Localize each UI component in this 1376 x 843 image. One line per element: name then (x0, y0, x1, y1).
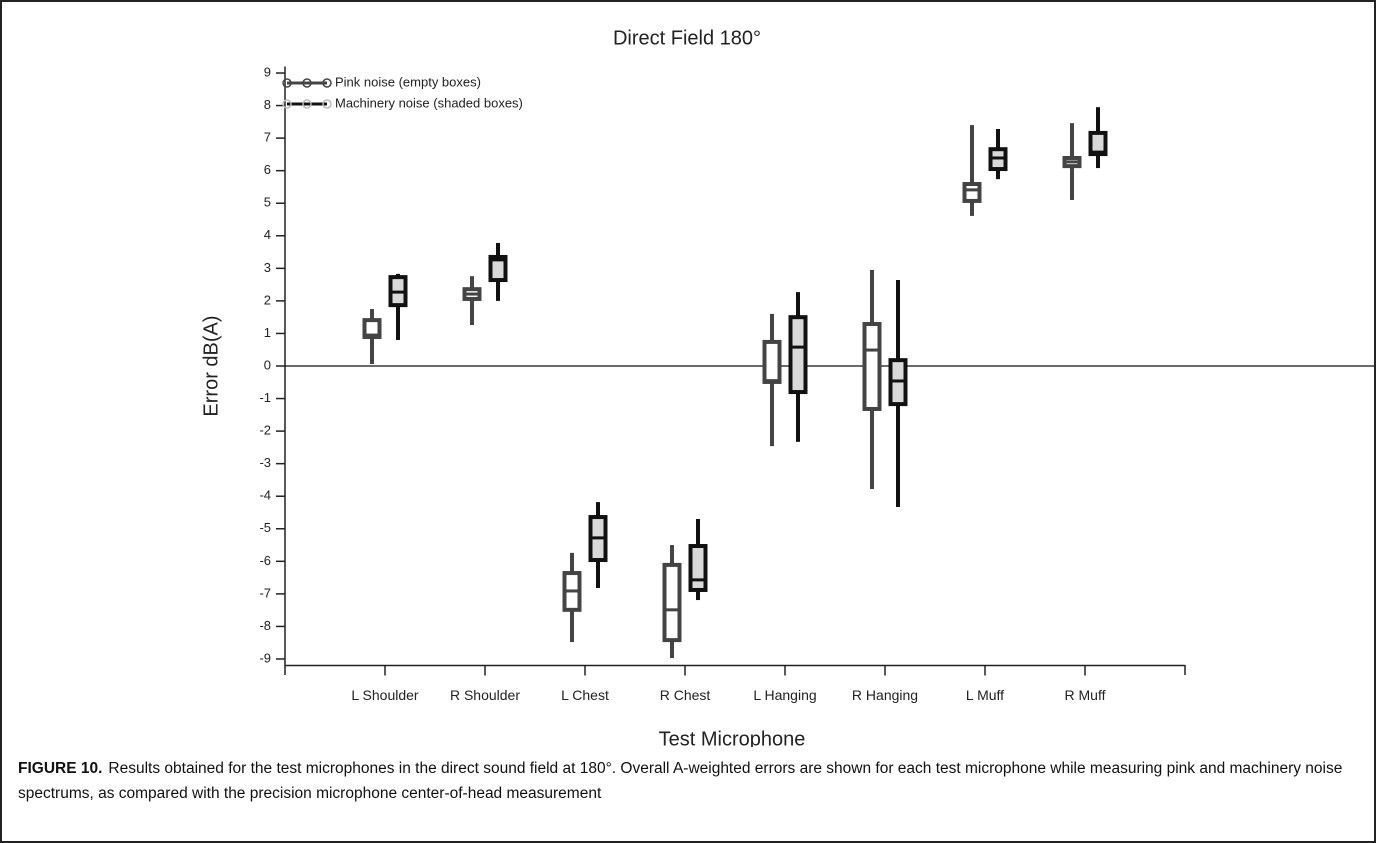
box (1088, 130, 1108, 157)
y-tick-label: 2 (264, 292, 271, 307)
y-tick-label: -1 (259, 390, 271, 405)
caption-text: Results obtained for the test microphone… (18, 760, 1343, 802)
x-tick-label: L Shoulder (351, 687, 419, 703)
caption-label: FIGURE 10. (18, 760, 103, 777)
legend-marker (302, 99, 312, 109)
y-tick-label: 9 (264, 64, 271, 79)
box (762, 339, 782, 384)
legend-marker (282, 78, 292, 88)
y-axis-label: Error dB(A) (200, 315, 222, 416)
box (962, 182, 982, 203)
legend-marker (282, 99, 292, 109)
y-tick-label: 8 (264, 97, 271, 112)
y-tick-label: -2 (259, 423, 271, 438)
y-tick-label: 5 (264, 195, 271, 210)
x-axis-label: Test Microphone (659, 728, 806, 747)
x-tick-label: R Hanging (852, 687, 918, 703)
box (862, 322, 882, 411)
y-tick-label: 0 (264, 357, 271, 372)
caption: FIGURE 10. Results obtained for the test … (18, 756, 1363, 806)
y-tick-label: 7 (264, 130, 271, 145)
y-tick-label: -9 (259, 650, 271, 665)
x-tick-label: R Muff (1065, 687, 1106, 703)
y-tick-label: -4 (259, 488, 271, 503)
box (488, 254, 508, 283)
legend-label: Machinery noise (shaded boxes) (335, 95, 523, 110)
chart: Direct Field 180° Test Microphone Error … (200, 27, 1374, 750)
x-tick-label: R Chest (660, 687, 711, 703)
y-tick-label: -7 (259, 585, 271, 600)
x-tick-label: L Chest (561, 687, 609, 703)
y-tick-label: -3 (259, 455, 271, 470)
legend-marker (302, 78, 312, 88)
x-tick-label: L Hanging (753, 687, 816, 703)
x-tick-label: R Shoulder (450, 687, 520, 703)
y-tick-label: 4 (264, 227, 271, 242)
box (662, 562, 682, 643)
x-tick-label: L Muff (966, 687, 1004, 703)
y-tick-label: -5 (259, 520, 271, 535)
y-tick-label: 3 (264, 260, 271, 275)
legend-label: Pink noise (empty boxes) (335, 74, 481, 89)
box (788, 315, 808, 395)
box (362, 318, 382, 340)
legend-marker (322, 78, 332, 88)
box (688, 544, 708, 592)
y-tick-label: 6 (264, 162, 271, 177)
y-tick-label: -6 (259, 553, 271, 568)
chart-title: Direct Field 180° (613, 27, 761, 49)
legend-marker (322, 99, 332, 109)
y-tick-label: 1 (264, 325, 271, 340)
y-tick-label: -8 (259, 618, 271, 633)
